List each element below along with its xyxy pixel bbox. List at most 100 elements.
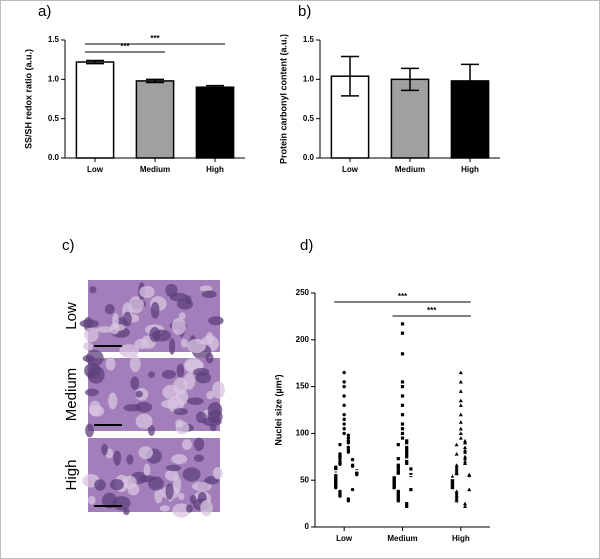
dot (458, 431, 463, 435)
dot (467, 473, 472, 478)
dot (454, 496, 459, 501)
tissue-texture (150, 301, 160, 319)
chart-panel: b) Protein carbonyl content (a.u.) 0.0 0.5 1… (278, 3, 500, 174)
panel-label: b) (298, 3, 311, 20)
tissue-texture (206, 390, 215, 400)
dot (463, 440, 468, 445)
error-bar (341, 55, 359, 97)
dot (405, 450, 409, 454)
tissue-texture (94, 479, 106, 491)
dot (463, 461, 468, 465)
dot (458, 420, 463, 424)
tissue-texture (84, 363, 101, 379)
dot (458, 379, 463, 384)
tissue-texture (86, 349, 104, 367)
tissue-texture (205, 352, 214, 364)
tissue-texture (193, 367, 210, 376)
tissue-texture (212, 467, 223, 480)
tissue-texture (89, 405, 105, 417)
tissue-texture (173, 407, 188, 416)
tissue-texture (129, 355, 141, 373)
dot (405, 502, 409, 506)
tissue-texture (212, 381, 225, 399)
dot (458, 436, 463, 440)
y-tick-label: 100 (296, 429, 310, 438)
tissue-texture (175, 421, 190, 435)
tissue-texture (123, 311, 132, 327)
dot (396, 464, 400, 468)
tissue-texture (171, 454, 188, 465)
dot (400, 322, 405, 326)
dot (396, 457, 400, 461)
tissue-texture (172, 503, 191, 518)
dot (350, 487, 355, 492)
bar (195, 86, 235, 159)
x-tick-label: Medium (395, 165, 425, 174)
dot (338, 442, 342, 447)
y-tick-label: 200 (296, 335, 310, 344)
dot (467, 487, 472, 492)
error-bar (86, 59, 104, 65)
tissue-texture (193, 437, 205, 451)
dot (400, 385, 405, 389)
bar (390, 78, 430, 159)
dot (405, 504, 409, 509)
dot (400, 403, 405, 407)
dot (396, 491, 400, 495)
bar (135, 80, 175, 159)
tissue-texture (161, 369, 177, 379)
dot (346, 433, 351, 437)
chart-panel: a) SS/SH redox ratio (a.u.) 0.0 0.5 1.0 1.5 Lo… (23, 3, 245, 174)
dot (396, 443, 400, 447)
dot (454, 495, 459, 499)
dot (463, 450, 468, 454)
dot (405, 441, 409, 445)
dot (405, 445, 409, 450)
significance-label: *** (150, 34, 160, 43)
dot (409, 467, 413, 471)
y-tick-label: 0.5 (48, 114, 60, 123)
dot (400, 436, 405, 440)
panel-label: d) (300, 237, 313, 254)
x-tick-label: Medium (387, 534, 417, 543)
tissue-texture (199, 285, 213, 292)
error-bar (146, 78, 164, 84)
y-tick-label: 1.5 (48, 35, 60, 44)
y-tick-label: 150 (296, 382, 310, 391)
tissue-texture (79, 319, 99, 328)
tissue-texture (128, 296, 144, 314)
tissue-texture (147, 425, 155, 437)
y-tick-label: 0.0 (48, 153, 60, 162)
dot (400, 380, 405, 384)
dot (400, 352, 405, 356)
x-tick-label: Medium (140, 165, 170, 174)
dot (396, 499, 400, 503)
significance-label: *** (427, 306, 437, 315)
dot (400, 331, 405, 335)
tissue-texture (185, 504, 193, 513)
tissue-texture (181, 439, 192, 450)
dot (463, 445, 468, 450)
dot (454, 442, 459, 447)
dot (454, 471, 459, 476)
tissue-texture (176, 364, 185, 378)
dot (454, 491, 459, 495)
tissue-texture (148, 371, 155, 378)
dot (405, 455, 409, 459)
y-tick-label: 1.0 (48, 74, 60, 83)
tissue-texture (159, 505, 170, 512)
dot (392, 486, 396, 490)
dot (454, 493, 459, 497)
dot (463, 459, 468, 464)
dot (405, 439, 409, 443)
dot (338, 462, 342, 466)
bar (330, 75, 370, 159)
y-tick-label: 250 (296, 288, 310, 297)
tissue-texture (126, 454, 134, 465)
dot (454, 451, 459, 456)
tissue-texture (108, 392, 118, 410)
dot (338, 456, 342, 461)
tissue-texture (183, 372, 196, 390)
dot (454, 468, 459, 473)
tissue-texture (134, 338, 149, 349)
